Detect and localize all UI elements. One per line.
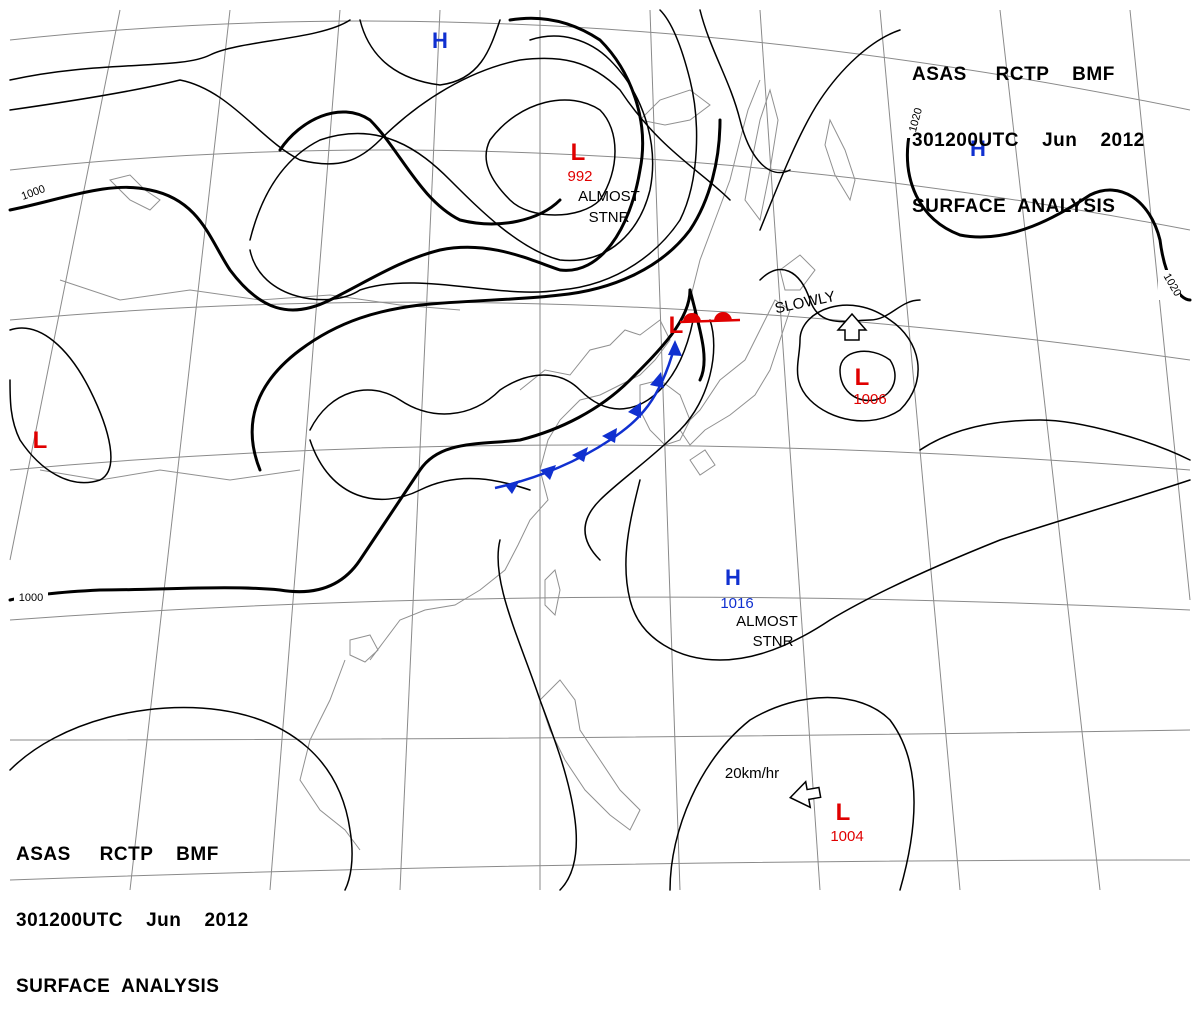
isobar	[249, 35, 654, 262]
low-west-symbol: L	[33, 427, 48, 454]
weather-map: L 992 L 1006 L 1004 L L H 1016 H H ALMOS…	[8, 9, 1192, 891]
cold-front-pip	[572, 447, 588, 462]
header-line-1: ASAS RCTP BMF	[16, 844, 219, 865]
map-header-bottom: ASAS RCTP BMF 301200UTC Jun 2012 SURFACE…	[16, 800, 249, 1020]
coastline-korea	[639, 379, 691, 446]
isobar	[9, 706, 353, 891]
low-1006-symbol: L	[855, 364, 870, 391]
isobar	[9, 57, 731, 201]
coastline-kyushu	[689, 449, 716, 476]
movement-label-1016-line1: ALMOST	[736, 613, 798, 630]
coastline-hainan	[349, 634, 379, 663]
movement-label-1016-line2: STNR	[753, 633, 794, 650]
warm-front-scallop	[683, 313, 701, 322]
low-front-symbol: L	[669, 312, 684, 339]
isobar	[9, 327, 112, 484]
isobar-1000	[8, 16, 645, 312]
isobar	[669, 696, 915, 891]
isobar	[839, 350, 896, 402]
coastline-kamchatka	[824, 118, 856, 202]
map-header-top: ASAS RCTP BMF 301200UTC Jun 2012 SURFACE…	[912, 20, 1145, 240]
header-line-1: ASAS RCTP BMF	[912, 64, 1115, 85]
cold-front-pip	[540, 465, 556, 480]
coastline-okhotsk	[638, 89, 711, 126]
isobar	[309, 439, 531, 501]
isobar	[584, 319, 715, 561]
high-1016-symbol: H	[725, 565, 741, 590]
coastline-taiwan	[544, 569, 561, 617]
isobar	[359, 19, 501, 86]
coastline-japan	[679, 299, 791, 446]
isobar	[9, 19, 351, 81]
isobar	[309, 309, 696, 431]
movement-label-992-line2: STNR	[589, 209, 630, 226]
header-line-3: SURFACE ANALYSIS	[912, 196, 1116, 217]
isobar	[919, 419, 1191, 461]
header-line-2: 301200UTC Jun 2012	[16, 910, 249, 931]
coastline-hokkaido	[779, 254, 816, 291]
low-1006-value: 1006	[853, 391, 886, 408]
isobar	[249, 9, 698, 301]
isobar	[699, 9, 791, 174]
cold-front-pip	[602, 428, 617, 443]
warm-front-scallop	[714, 312, 732, 321]
coastline-indochina	[299, 659, 361, 851]
isobar-1020	[905, 128, 1192, 302]
coastline-lake-baikal	[109, 174, 161, 211]
cold-front-pip	[505, 480, 520, 494]
coastlines	[39, 79, 856, 851]
coastline-india-china	[39, 469, 301, 481]
low-1004-symbol: L	[836, 799, 851, 826]
isobar	[625, 479, 1191, 661]
isobar	[8, 288, 692, 602]
isobar	[796, 304, 919, 422]
isobar	[759, 29, 901, 231]
low-992-symbol: L	[571, 139, 586, 166]
isobar-label-1000-south: 1000	[19, 592, 43, 604]
coastline-china	[369, 319, 671, 661]
isobar	[278, 110, 562, 226]
movement-arrow-1004	[788, 780, 822, 809]
isobar	[250, 118, 722, 472]
movement-label-1004: 20km/hr	[725, 765, 779, 782]
isobar	[759, 269, 921, 323]
isobar	[485, 99, 616, 216]
isobar	[688, 288, 706, 382]
coastline-philippines	[539, 679, 641, 831]
isobar	[497, 539, 578, 891]
movement-label-992-line1: ALMOST	[578, 188, 640, 205]
high-north-symbol: H	[432, 28, 448, 53]
cold-front-pip	[628, 402, 641, 418]
header-line-2: 301200UTC Jun 2012	[912, 130, 1145, 151]
high-1016-value: 1016	[720, 595, 753, 612]
movement-arrow-1006	[836, 312, 868, 341]
cold-front-pip	[650, 372, 664, 388]
coastline-russia-east	[689, 79, 761, 301]
movement-labels: ALMOST STNR ALMOST STNR SLOWLY 20km/hr	[578, 188, 837, 782]
isobars	[8, 9, 1192, 891]
low-992-value: 992	[567, 168, 592, 185]
pressure-centers: L 992 L 1006 L 1004 L L H 1016 H H	[33, 28, 986, 845]
high-northeast-symbol: H	[970, 136, 986, 161]
cold-front-pip	[668, 340, 682, 356]
warm-front	[679, 312, 741, 324]
header-line-3: SURFACE ANALYSIS	[16, 976, 220, 997]
cold-front	[494, 340, 682, 494]
low-1004-value: 1004	[830, 828, 863, 845]
